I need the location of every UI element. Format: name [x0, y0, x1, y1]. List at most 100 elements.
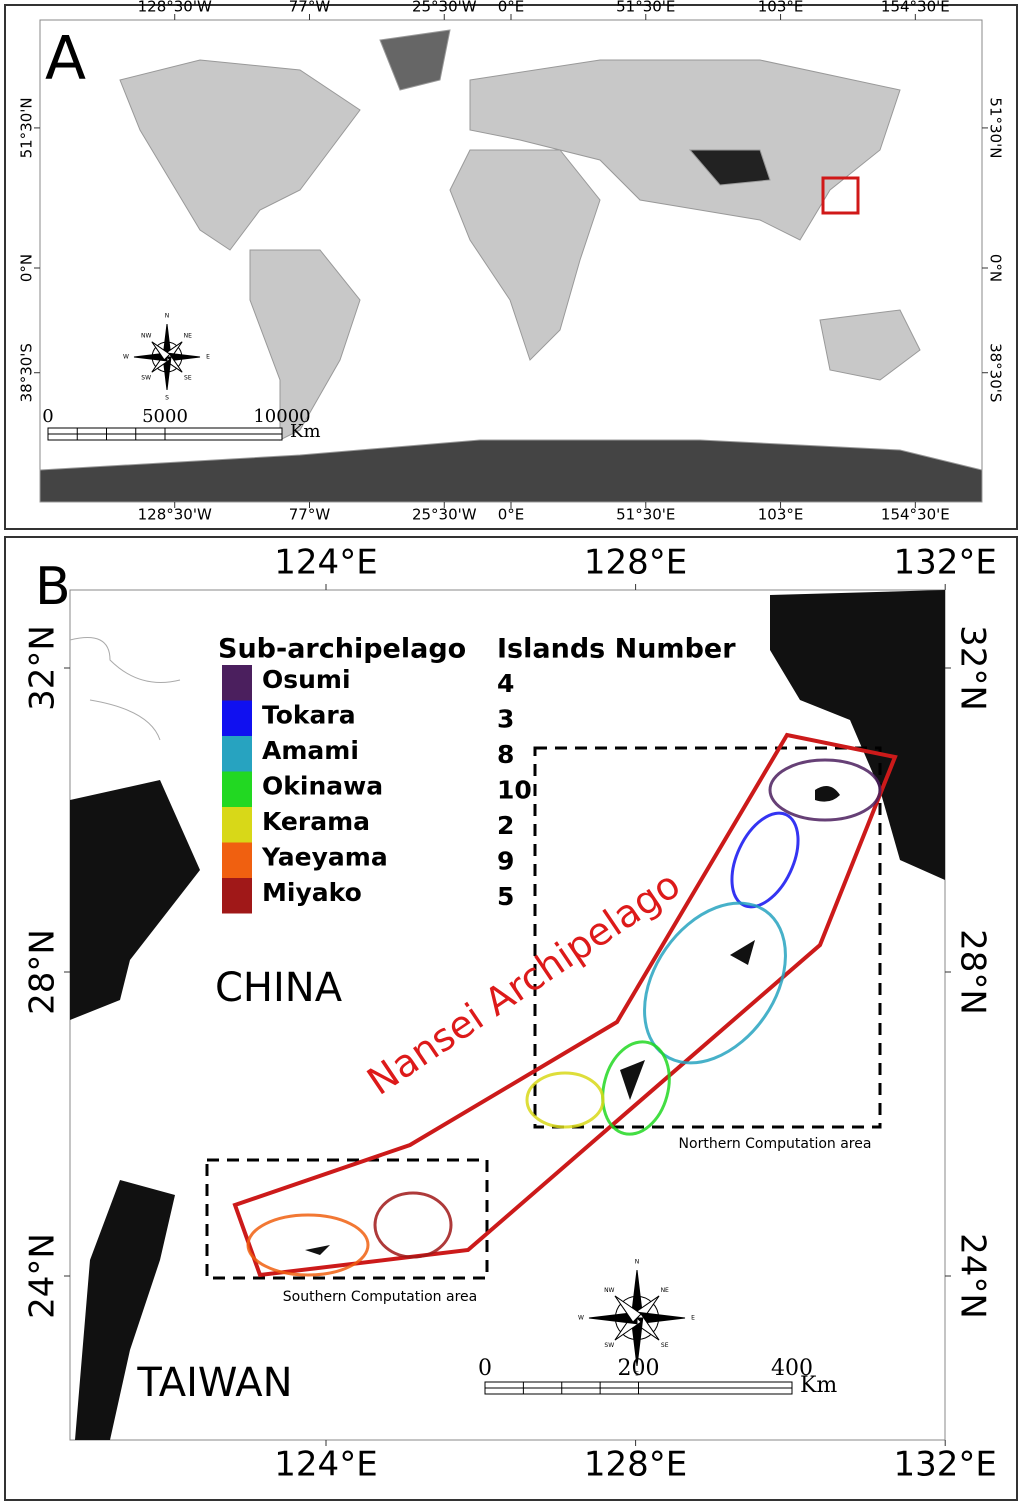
lon-tick-label: 128°E — [584, 1445, 687, 1485]
legend-name: Tokara — [262, 701, 356, 730]
legend-header: Sub-archipelago — [218, 634, 466, 665]
lon-tick-label: 132°E — [894, 543, 997, 583]
lon-tick-label: 77°W — [289, 0, 331, 16]
legend-name: Yaeyama — [261, 843, 388, 872]
legend-swatch — [222, 842, 252, 878]
lon-tick-label: 128°E — [584, 543, 687, 583]
lon-tick-label: 124°E — [274, 543, 377, 583]
panel-b-map — [69, 589, 946, 1441]
compass-letter: N — [165, 313, 170, 320]
area-label: Southern Computation area — [283, 1289, 477, 1305]
island-count: 9 — [497, 847, 514, 876]
north-america — [119, 59, 361, 251]
lat-tick-label: 51°30'N — [987, 97, 1005, 158]
island — [815, 786, 840, 802]
compass-letter: SW — [141, 374, 151, 381]
lon-tick-label: 128°30'W — [138, 0, 212, 16]
lon-tick-label: 128°30'W — [138, 506, 212, 524]
legend-swatch — [222, 700, 252, 736]
compass-letter: S — [635, 1371, 639, 1378]
taiwan-island — [75, 1180, 175, 1440]
legend-name: Okinawa — [262, 772, 383, 801]
scale-label: 10000 — [253, 406, 310, 427]
sub-archipelago-outline — [768, 758, 882, 822]
kyushu — [770, 590, 945, 880]
sub-archipelago-outline — [601, 1040, 671, 1136]
island-count: 5 — [497, 882, 514, 911]
compass-letter: NW — [604, 1287, 614, 1294]
legend-name: Miyako — [262, 878, 362, 907]
compass-letter: SE — [661, 1342, 669, 1349]
region-label: CHINA — [215, 965, 343, 1011]
compass-letter: NE — [184, 333, 192, 340]
scale-unit: Km — [800, 1373, 837, 1398]
sub-archipelago-outline — [373, 1191, 453, 1259]
lon-tick-label: 103°E — [758, 506, 804, 524]
sub-archipelago-outline — [525, 1071, 605, 1129]
sub-archipelago-outline — [730, 811, 800, 909]
tibet — [688, 149, 771, 186]
island-count: 8 — [497, 740, 514, 769]
compass-letter: E — [691, 1315, 695, 1322]
lat-tick-label: 38°30'S — [987, 343, 1005, 402]
area-label: Northern Computation area — [679, 1136, 872, 1152]
australia — [819, 309, 921, 381]
compass-letter: W — [578, 1315, 584, 1322]
lon-tick-label: 25°30'W — [412, 506, 477, 524]
lon-tick-label: 154°30'E — [881, 506, 950, 524]
panel-label: A — [45, 24, 86, 94]
legend-swatch — [222, 878, 252, 914]
lat-tick-label: 0°N — [987, 254, 1005, 282]
africa — [449, 149, 601, 361]
legend-name: Amami — [262, 736, 359, 765]
south-america — [249, 249, 361, 441]
scale-label: 200 — [618, 1356, 660, 1381]
lon-tick-label: 154°30'E — [881, 0, 950, 16]
legend-swatch — [222, 736, 252, 772]
lat-tick-label: 32°N — [23, 625, 63, 711]
island — [305, 1245, 330, 1255]
island-count: 10 — [497, 776, 532, 805]
scale-label: 0 — [42, 406, 53, 427]
compass-point — [151, 341, 171, 361]
sub-archipelago-outline — [246, 1213, 370, 1277]
compass-letter: W — [123, 354, 129, 361]
lon-tick-label: 124°E — [274, 1445, 377, 1485]
coastline — [69, 637, 181, 741]
compass-letter: E — [206, 354, 210, 361]
antarctica — [39, 439, 983, 503]
lat-tick-label: 0°N — [18, 254, 36, 282]
island — [730, 940, 755, 965]
sub-archipelago-outlines — [246, 758, 882, 1277]
world-land — [39, 29, 983, 503]
legend-swatch — [222, 771, 252, 807]
legend-header: Islands Number — [497, 634, 736, 665]
lat-tick-label: 32°N — [953, 625, 993, 711]
compass-letter: SW — [604, 1342, 614, 1349]
southern-area-box — [205, 1158, 489, 1280]
island-count: 2 — [497, 811, 514, 840]
legend-name: Kerama — [262, 807, 370, 836]
study-area-box — [821, 176, 860, 215]
panel-label: B — [35, 557, 71, 617]
lat-tick-label: 51°30'N — [18, 97, 36, 158]
compass-letter: SE — [184, 374, 192, 381]
lat-tick-label: 24°N — [953, 1233, 993, 1319]
lat-tick-label: 28°N — [953, 929, 993, 1015]
legend-swatch — [222, 807, 252, 843]
lon-tick-label: 51°30'E — [616, 0, 675, 16]
lat-tick-label: 28°N — [23, 929, 63, 1015]
compass-letter: NE — [661, 1287, 669, 1294]
scale-label: 400 — [771, 1356, 813, 1381]
island — [620, 1060, 645, 1100]
compass-letter: S — [165, 395, 169, 402]
scale-label: 5000 — [142, 406, 188, 427]
eurasia — [469, 59, 901, 241]
region-label: TAIWAN — [136, 1360, 292, 1406]
lon-tick-label: 25°30'W — [412, 0, 477, 16]
regional-land — [70, 590, 945, 1440]
lat-tick-label: 38°30'S — [18, 343, 36, 402]
lon-tick-label: 77°W — [289, 506, 331, 524]
